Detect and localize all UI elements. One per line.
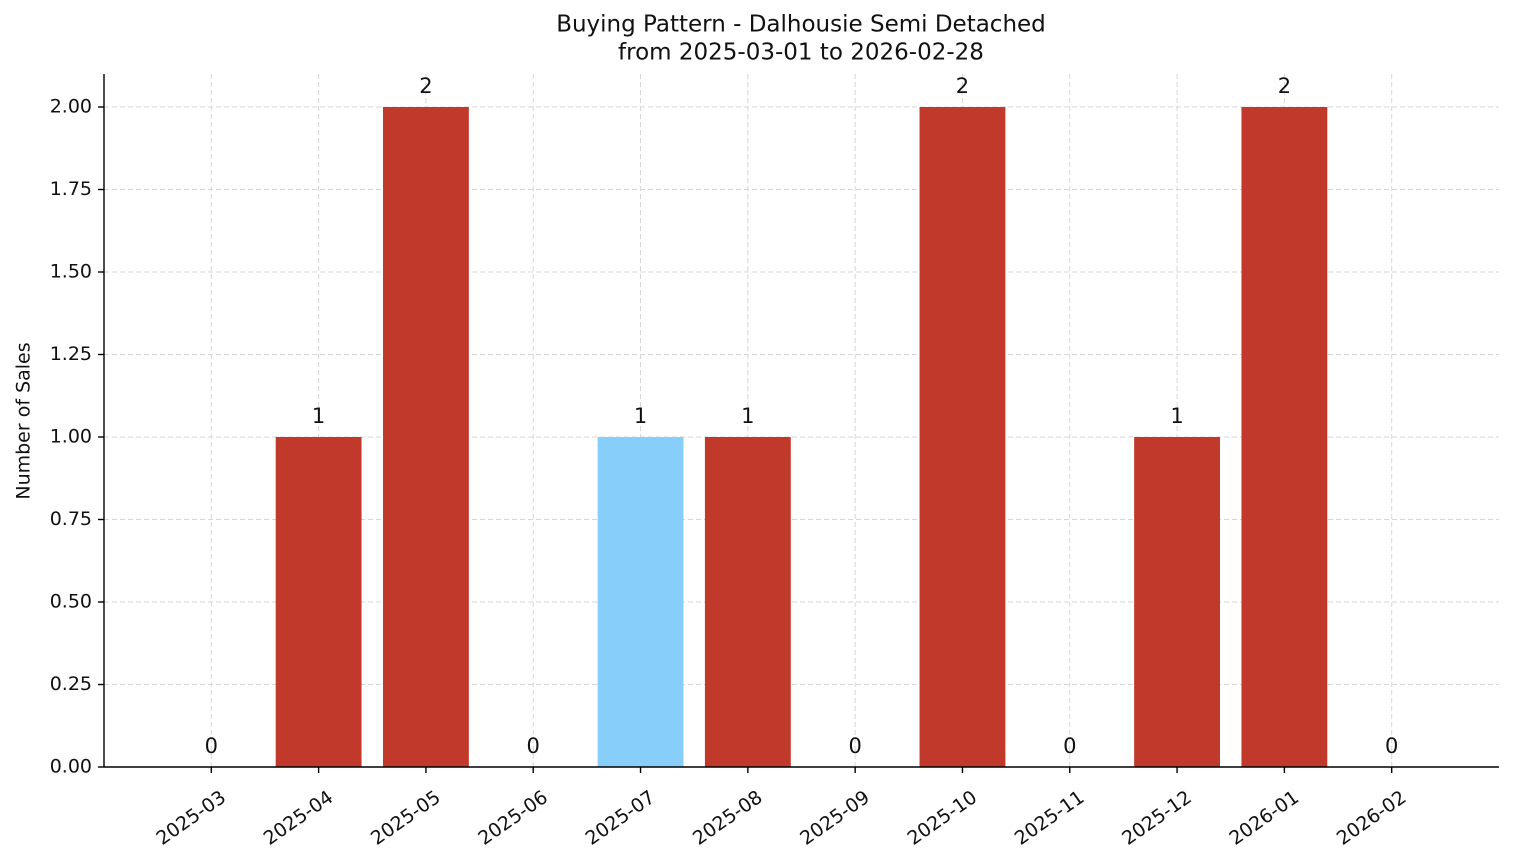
x-tick-label: 2026-02 <box>1333 786 1411 850</box>
data-label: 0 <box>205 734 218 758</box>
data-label: 0 <box>527 734 540 758</box>
y-tick-label: 1.50 <box>50 261 92 283</box>
x-tick-label: 2025-08 <box>689 786 767 850</box>
data-label: 0 <box>848 734 861 758</box>
data-label: 2 <box>956 74 969 98</box>
data-label: 1 <box>741 404 754 428</box>
x-tick-label: 2026-01 <box>1225 786 1303 850</box>
data-label: 1 <box>1170 404 1183 428</box>
x-tick-label: 2025-04 <box>260 786 338 850</box>
bar <box>275 437 362 767</box>
y-tick-label: 2.00 <box>50 96 92 118</box>
bar <box>1241 107 1328 767</box>
bar <box>704 437 791 767</box>
y-tick-label: 0.00 <box>50 756 92 778</box>
y-tick-label: 1.75 <box>50 178 92 200</box>
y-tick-label: 0.50 <box>50 591 92 613</box>
bar <box>919 107 1006 767</box>
y-tick-label: 0.75 <box>50 508 92 530</box>
data-label: 1 <box>312 404 325 428</box>
bar <box>383 107 469 767</box>
y-tick-label: 1.25 <box>50 343 92 365</box>
chart-subtitle: from 2025-03-01 to 2026-02-28 <box>618 40 984 66</box>
x-tick-label: 2025-07 <box>582 786 660 850</box>
y-tick-label: 1.00 <box>50 426 92 448</box>
data-label: 0 <box>1063 734 1076 758</box>
x-tick-label: 2025-03 <box>152 786 230 850</box>
data-label: 2 <box>1278 74 1291 98</box>
data-label: 2 <box>419 74 432 98</box>
data-label: 1 <box>634 404 647 428</box>
bar <box>1134 437 1220 767</box>
x-tick-label: 2025-09 <box>796 786 874 850</box>
y-axis-label: Number of Sales <box>13 342 35 499</box>
bar <box>597 437 684 767</box>
x-tick-label: 2025-05 <box>367 786 445 850</box>
x-tick-label: 2025-06 <box>474 786 552 850</box>
chart-title: Buying Pattern - Dalhousie Semi Detached <box>556 12 1046 38</box>
data-label: 0 <box>1385 734 1398 758</box>
x-tick-label: 2025-11 <box>1011 786 1089 850</box>
x-tick-label: 2025-10 <box>903 786 981 850</box>
x-tick-label: 2025-12 <box>1118 786 1196 850</box>
y-tick-label: 0.25 <box>50 673 92 695</box>
